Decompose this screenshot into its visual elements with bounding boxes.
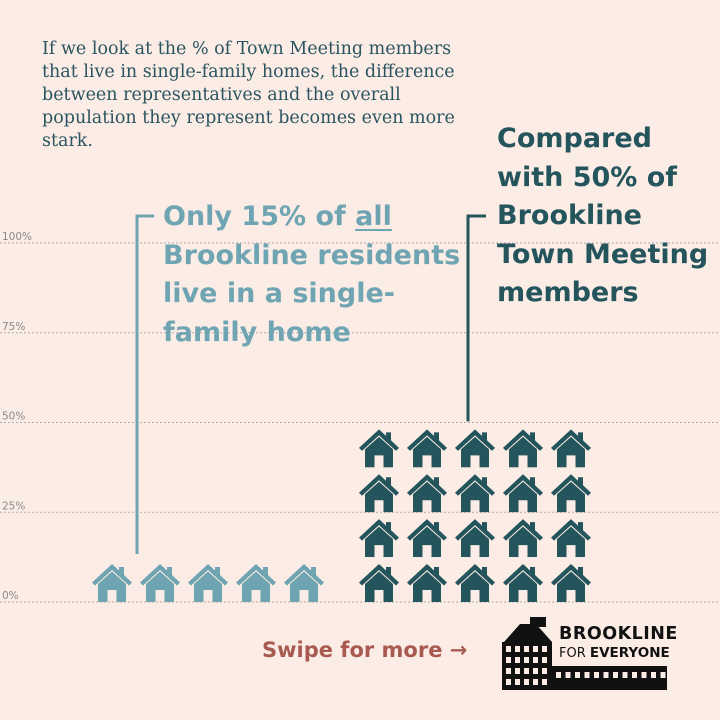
swipe-link[interactable]: Swipe for more → (262, 638, 468, 662)
leader-line-members (466, 214, 486, 422)
house-icon (407, 429, 447, 468)
logo-line1: BROOKLINE (559, 624, 678, 644)
house-icon (359, 474, 399, 513)
house-icon (551, 519, 591, 558)
house-icon (92, 564, 132, 602)
logo-line2: FOR EVERYONE (559, 644, 670, 661)
logo: BROOKLINE FOR EVERYONE (559, 624, 678, 661)
house-icon (455, 429, 495, 468)
house-icon (503, 429, 543, 468)
house-icon (551, 474, 591, 513)
house-icon (455, 564, 495, 602)
house-icon (359, 564, 399, 602)
y-tick-label: 0% (2, 590, 19, 602)
house-icon (503, 564, 543, 602)
intro-text: If we look at the % of Town Meeting memb… (42, 39, 455, 151)
house-icon (455, 474, 495, 513)
house-icon (407, 474, 447, 513)
logo-building-icon (502, 617, 667, 690)
y-tick-label: 75% (2, 321, 25, 333)
y-tick-label: 50% (2, 411, 25, 423)
y-tick-label: 25% (2, 500, 25, 512)
house-icon (188, 564, 228, 602)
house-icon (236, 564, 276, 602)
y-tick-label: 100% (2, 231, 32, 243)
house-icon (407, 519, 447, 558)
house-icon (503, 474, 543, 513)
house-icon (284, 564, 324, 602)
house-icon (359, 519, 399, 558)
callout-residents: Only 15% of all Brookline residents live… (163, 201, 461, 348)
leader-line-residents (135, 214, 154, 554)
callout-emphasis: all (355, 201, 392, 232)
house-icon (551, 429, 591, 468)
house-icon (359, 429, 399, 468)
house-icon (503, 519, 543, 558)
house-icon (140, 564, 180, 602)
house-icon (455, 519, 495, 558)
house-icon (407, 564, 447, 602)
callout-town-meeting: Compared with 50% of Brookline Town Meet… (497, 123, 709, 308)
house-icon (551, 564, 591, 602)
